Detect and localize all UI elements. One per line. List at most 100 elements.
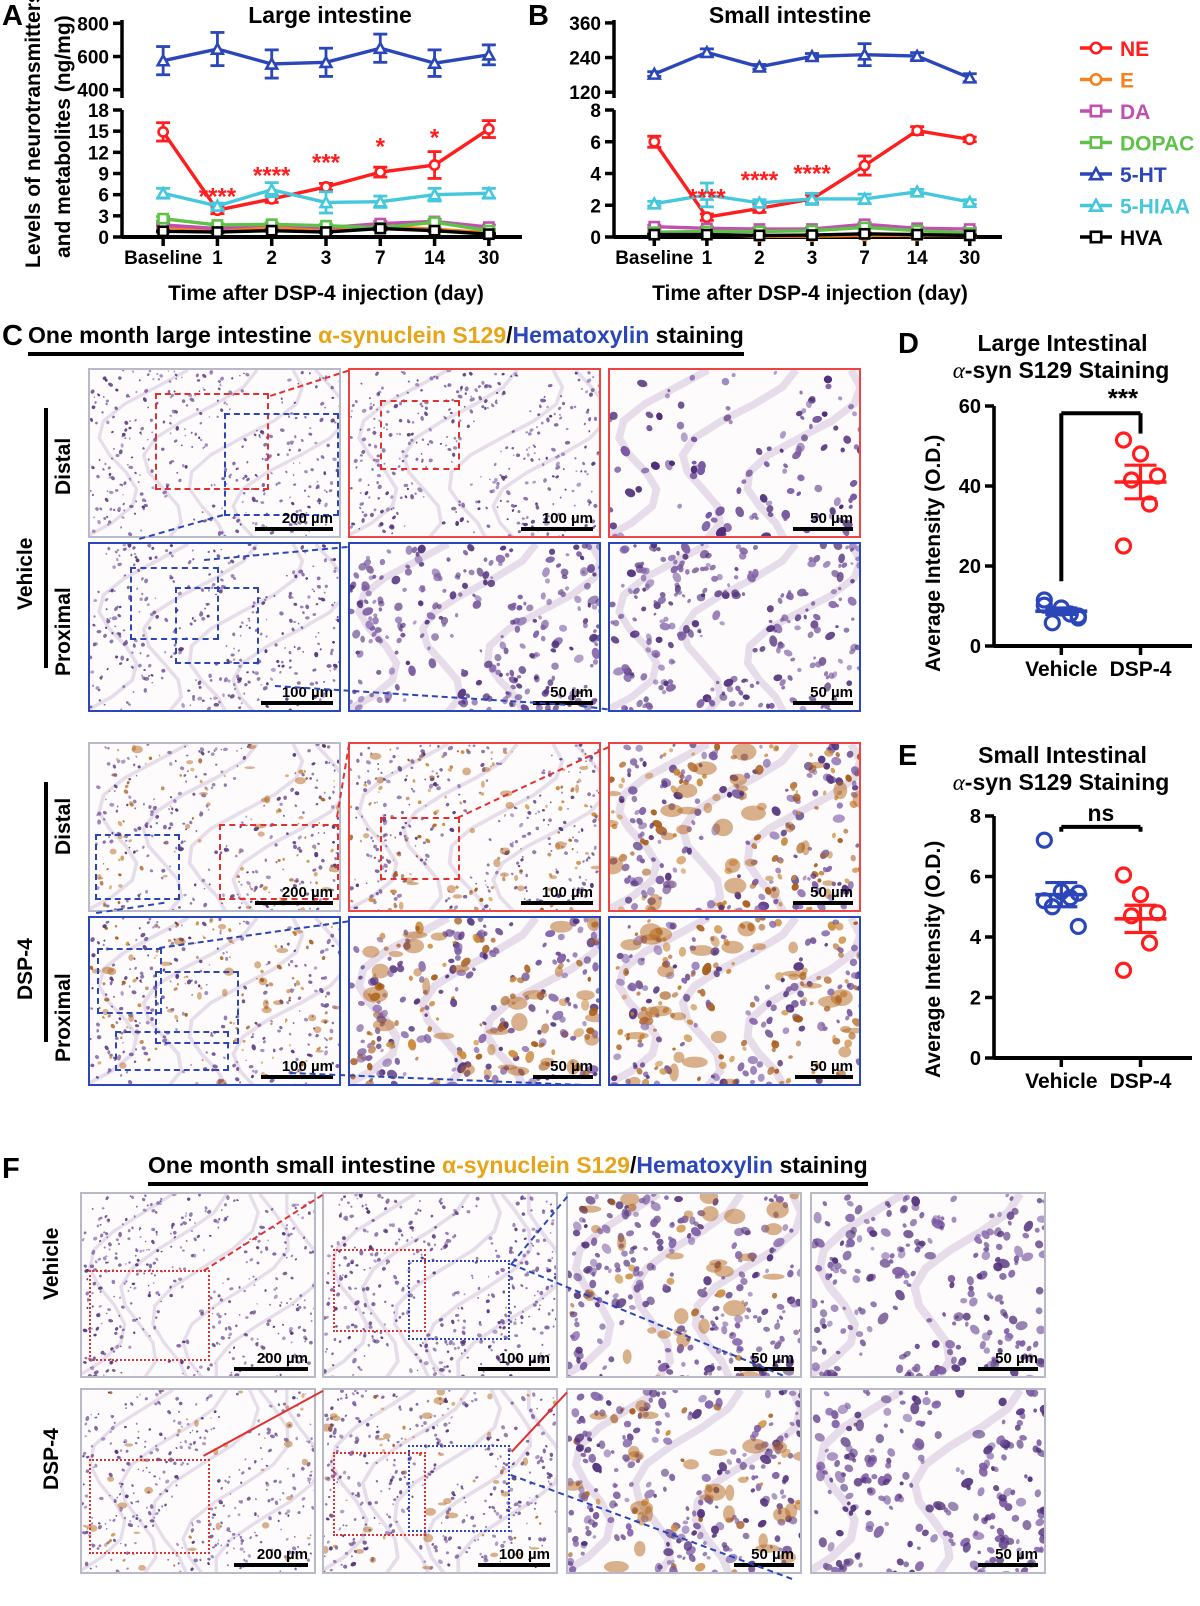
panel-letter-b: B: [528, 0, 549, 32]
panel-d-ylabel: Average Intensity (O.D.): [922, 434, 945, 672]
svg-text:6: 6: [970, 867, 981, 889]
panel-c-group-rule-vehicle: [44, 408, 48, 668]
panel-letter-f: F: [2, 1153, 20, 1185]
svg-text:2: 2: [754, 248, 765, 267]
panel-f-header: One month small intestine α-synuclein S1…: [148, 1152, 868, 1186]
histology-tile: 200 µm: [88, 742, 341, 912]
scale-bar-label: 50 µm: [810, 684, 853, 701]
svg-text:Vehicle: Vehicle: [1025, 1070, 1097, 1092]
zoom-connector-line: [456, 746, 609, 819]
scale-bar-label: 50 µm: [810, 884, 853, 901]
zoom-connector-line: [204, 546, 349, 561]
svg-text:7: 7: [375, 248, 386, 267]
svg-text:600: 600: [77, 48, 109, 69]
scale-bar-label: 50 µm: [550, 684, 593, 701]
svg-text:30: 30: [478, 248, 499, 267]
scale-bar-line: [234, 1367, 308, 1371]
zoom-connector-line: [510, 1391, 568, 1453]
scale-bar-label: 200 µm: [256, 1546, 308, 1563]
panel-letter-d: D: [898, 328, 919, 360]
panel-c-sub-label-distal-vehicle: Distal: [52, 437, 75, 495]
panel-c-sub-label-distal-dsp4: Distal: [52, 797, 75, 855]
svg-text:8: 8: [590, 101, 601, 122]
panel-c-header-pre: One month large intestine: [28, 322, 319, 348]
panel-d-title-line1: Large Intestinal: [977, 330, 1148, 356]
svg-text:*: *: [376, 133, 386, 160]
scale-bar: 100 µm: [261, 685, 333, 705]
histology-tile: 100 µm: [348, 368, 601, 538]
histology-tile: 200 µm: [80, 1388, 316, 1574]
panel-c-header-counter: Hematoxylin: [512, 322, 650, 348]
svg-text:7: 7: [859, 248, 870, 267]
panel-f-row-label-vehicle: Vehicle: [40, 1227, 63, 1300]
scale-bar-label: 50 µm: [810, 1058, 853, 1075]
scale-bar-label: 50 µm: [751, 1350, 794, 1367]
svg-text:0: 0: [98, 228, 109, 249]
svg-text:5-HT: 5-HT: [1120, 164, 1167, 187]
svg-text:2: 2: [970, 988, 981, 1010]
scale-bar-line: [734, 1563, 794, 1567]
scale-bar-label: 100 µm: [541, 510, 593, 527]
roi-box: [219, 823, 339, 901]
svg-text:14: 14: [907, 248, 929, 267]
svg-text:20: 20: [959, 556, 981, 578]
svg-text:18: 18: [88, 101, 109, 122]
histology-tile: 50 µm: [608, 742, 861, 912]
svg-text:4: 4: [590, 165, 601, 186]
panel-f-header-marker: α-synuclein S129: [441, 1152, 630, 1178]
scale-bar: 200 µm: [255, 511, 333, 531]
scale-bar-label: 200 µm: [281, 884, 333, 901]
scale-bar-line: [261, 1075, 333, 1079]
roi-box: [97, 947, 163, 1015]
scale-bar: 200 µm: [234, 1547, 308, 1567]
panel-c-group-label-dsp4: DSP-4: [14, 938, 37, 1000]
roi-box: [407, 1259, 510, 1340]
panel-c-header-marker: α-synuclein S129: [318, 322, 507, 348]
panel-e-ylabel: Average Intensity (O.D.): [922, 840, 945, 1078]
histology-tile: 50 µm: [608, 542, 861, 712]
histology-tile: 100 µm: [322, 1388, 558, 1574]
zoom-connector-line: [510, 1195, 568, 1264]
histology-tile: 100 µm: [348, 742, 601, 912]
svg-text:9: 9: [98, 165, 109, 186]
svg-text:40: 40: [959, 476, 981, 498]
panel-letter-a: A: [2, 0, 23, 32]
roi-box: [333, 1451, 427, 1536]
svg-text:14: 14: [424, 248, 446, 267]
scale-bar-label: 50 µm: [550, 1058, 593, 1075]
scale-bar: 50 µm: [793, 685, 853, 705]
scale-bar-line: [234, 1563, 308, 1567]
svg-text:ns: ns: [1087, 800, 1114, 826]
scale-bar-line: [795, 1075, 853, 1079]
svg-text:400: 400: [77, 81, 109, 102]
panel-c-sub-label-proximal-vehicle: Proximal: [52, 587, 75, 676]
svg-text:DOPAC: DOPAC: [1120, 133, 1194, 156]
panel-letter-e: E: [898, 740, 918, 772]
scale-bar-label: 100 µm: [281, 684, 333, 701]
svg-text:****: ****: [199, 184, 237, 211]
scale-bar: 50 µm: [978, 1351, 1038, 1371]
histology-tile: 50 µm: [608, 916, 861, 1086]
scale-bar-label: 100 µm: [498, 1546, 550, 1563]
scale-bar-label: 100 µm: [281, 1058, 333, 1075]
zoom-connector-line: [275, 684, 566, 706]
zoom-connector-line: [510, 1473, 793, 1580]
panel-c-group-label-vehicle: Vehicle: [14, 537, 37, 610]
scale-bar: 50 µm: [734, 1351, 794, 1371]
scale-bar: 100 µm: [478, 1351, 550, 1371]
histology-tile: 50 µm: [348, 542, 601, 712]
svg-text:6: 6: [590, 133, 601, 154]
histology-tile: 50 µm: [810, 1388, 1046, 1574]
panel-a-xlabel: Time after DSP-4 injection (day): [168, 282, 484, 305]
zoom-connector-line: [138, 514, 223, 540]
scale-bar: 50 µm: [533, 1059, 593, 1079]
histology-tile: 200 µm: [88, 368, 341, 538]
roi-box: [333, 1248, 427, 1333]
svg-text:0: 0: [590, 228, 601, 249]
svg-text:3: 3: [807, 248, 818, 267]
svg-text:Vehicle: Vehicle: [1025, 658, 1097, 680]
svg-text:4: 4: [970, 927, 982, 949]
scale-bar-label: 50 µm: [995, 1546, 1038, 1563]
panel-c-sub-label-proximal-dsp4: Proximal: [52, 973, 75, 1062]
svg-text:2: 2: [266, 248, 277, 267]
